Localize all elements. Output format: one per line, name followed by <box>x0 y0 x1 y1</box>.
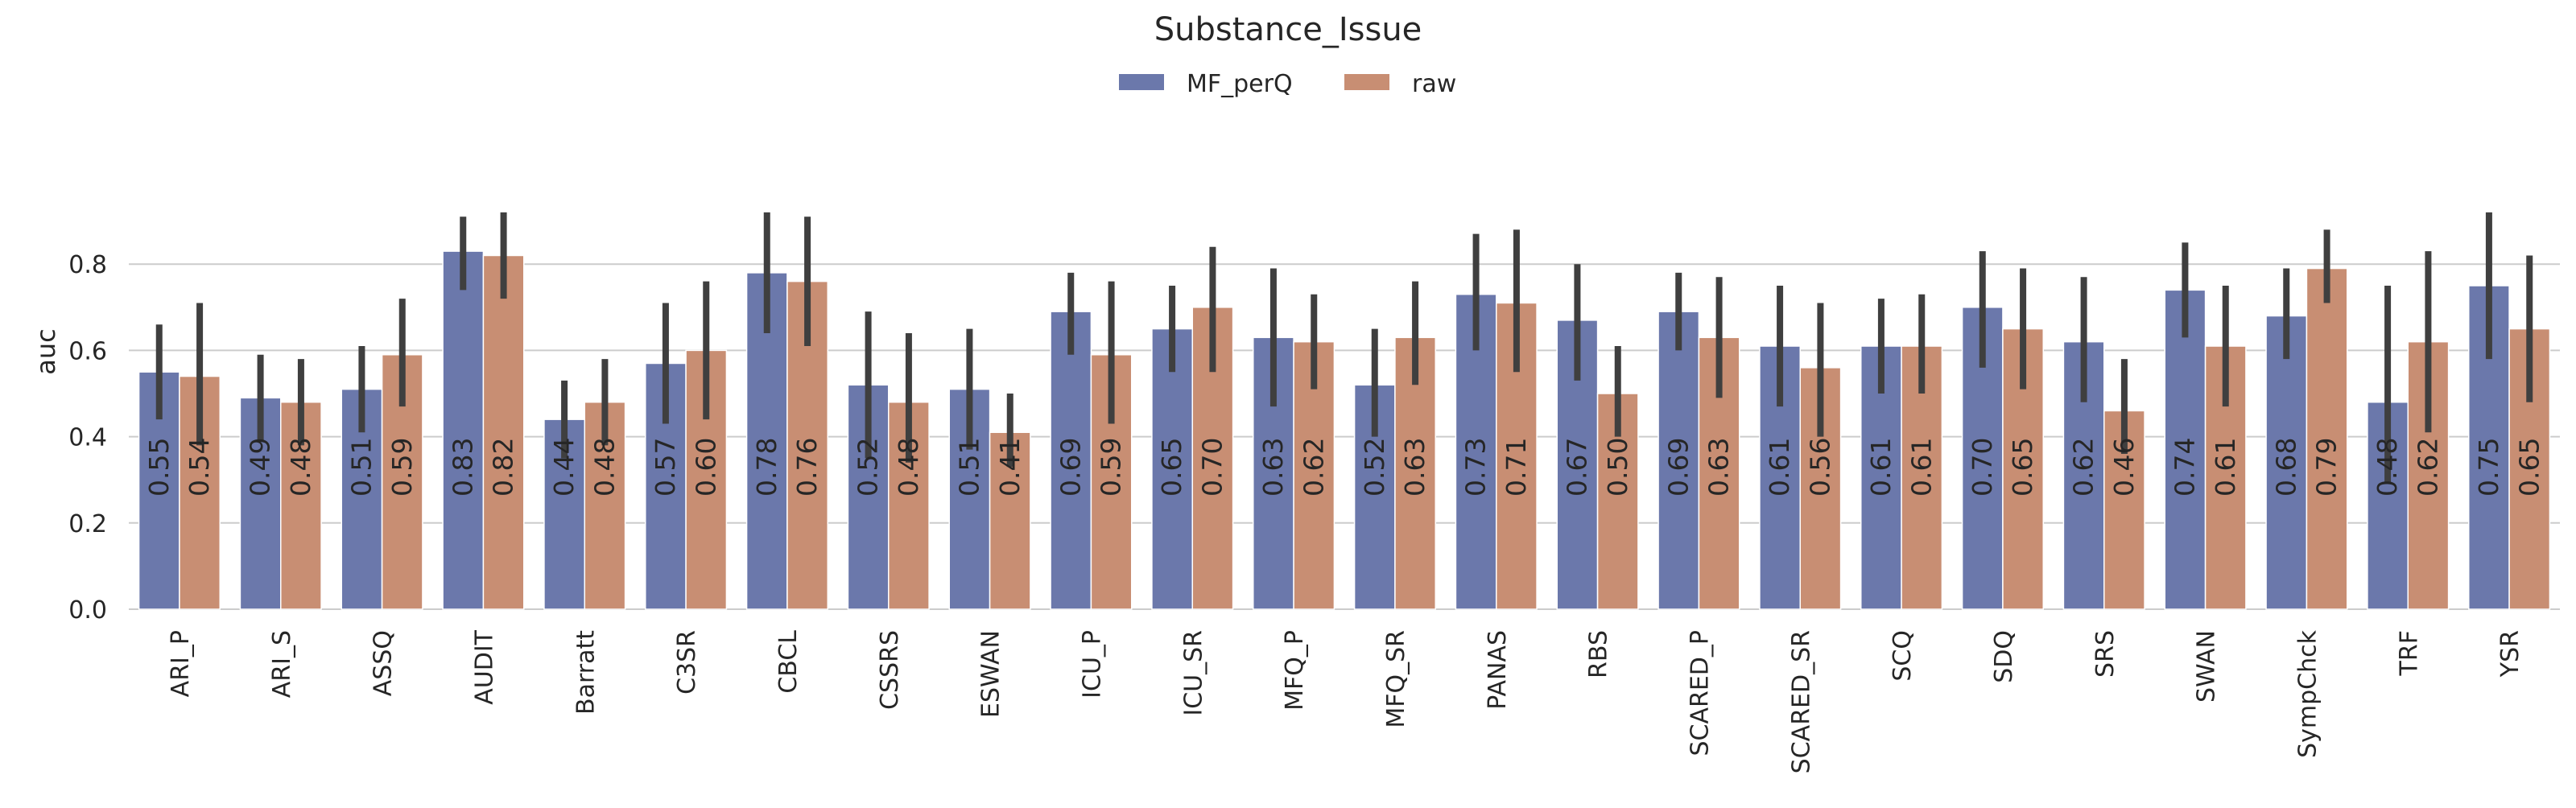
bar-value-label: 0.70 <box>1196 438 1228 497</box>
bar-value-label: 0.71 <box>1501 438 1532 497</box>
bar-value-label: 0.48 <box>893 438 924 497</box>
bar-value-label: 0.69 <box>1055 438 1086 497</box>
x-tick-label: AUDIT <box>470 629 498 704</box>
bar-mf-perq-icu-p <box>1050 311 1092 610</box>
x-tick-label: CSSRS <box>876 630 904 710</box>
legend: MF_perQ raw <box>1119 70 1456 98</box>
bar-value-label: 0.48 <box>285 438 316 497</box>
bar-value-label: 0.73 <box>1460 438 1492 497</box>
bar-value-label: 0.55 <box>143 438 175 497</box>
bar-value-label: 0.62 <box>2412 438 2443 497</box>
bar-value-labels: 0.55 0.54 0.49 0.48 0.51 0.59 0.83 0.82 0.44 0.48… <box>143 438 2545 497</box>
x-tick-label: RBS <box>1585 630 1613 678</box>
bar-value-label: 0.68 <box>2270 438 2301 497</box>
x-tick-label: ASSQ <box>369 630 398 696</box>
bar-value-label: 0.67 <box>1561 438 1592 497</box>
x-tick-label: ARI_S <box>268 630 296 698</box>
x-tick-label: PANAS <box>1484 630 1512 710</box>
x-axis-ticks: ARI_P ARI_S ASSQ AUDIT Barratt C3SR CBCL CSSRS E… <box>167 629 2524 773</box>
y-tick-label: 0.6 <box>68 337 107 365</box>
bar-value-label: 0.44 <box>548 438 580 497</box>
x-tick-label: ESWAN <box>977 630 1005 718</box>
y-tick-label: 0.2 <box>68 510 107 538</box>
bar-value-label: 0.83 <box>447 438 478 497</box>
bar-value-label: 0.65 <box>2007 438 2038 497</box>
bar-value-label: 0.69 <box>1662 438 1694 497</box>
bar-value-label: 0.60 <box>690 438 721 497</box>
bar-raw-ari-p <box>179 375 221 610</box>
x-tick-label: Barratt <box>572 630 600 715</box>
bar-value-label: 0.50 <box>1602 438 1633 497</box>
bar-value-label: 0.54 <box>184 438 215 497</box>
bar-value-label: 0.78 <box>751 438 782 497</box>
legend-swatch-mf-perq <box>1119 74 1164 90</box>
bar-value-label: 0.62 <box>1298 438 1329 497</box>
bar-value-label: 0.52 <box>852 438 884 497</box>
x-tick-label: SRS <box>2091 630 2120 678</box>
y-tick-label: 0.4 <box>68 424 107 452</box>
bar-value-label: 0.61 <box>2210 438 2241 497</box>
bar-value-label: 0.52 <box>1359 438 1390 497</box>
y-tick-label: 0.8 <box>68 251 107 279</box>
bar-value-label: 0.70 <box>1967 438 1998 497</box>
x-tick-label: ARI_P <box>167 630 195 697</box>
bar-value-label: 0.48 <box>2372 438 2403 497</box>
bar-value-label: 0.65 <box>1156 438 1187 497</box>
legend-label-raw: raw <box>1412 70 1456 98</box>
bar-raw-audit <box>482 254 525 610</box>
x-tick-label: ICU_P <box>1078 630 1106 699</box>
grid-layer <box>129 263 2560 610</box>
x-tick-label: SWAN <box>2193 630 2221 703</box>
error-bars <box>155 212 2533 484</box>
bar-value-label: 0.79 <box>2311 438 2343 497</box>
bar-value-label: 0.59 <box>1096 438 1127 497</box>
bar-value-label: 0.63 <box>1703 438 1735 497</box>
x-tick-label: MFQ_P <box>1281 630 1309 711</box>
bar-value-label: 0.74 <box>2169 438 2200 497</box>
bar-value-label: 0.51 <box>953 438 985 497</box>
x-tick-label: YSR <box>2496 630 2524 678</box>
bar-value-label: 0.63 <box>1257 438 1289 497</box>
bar-value-label: 0.76 <box>791 438 823 497</box>
bar-value-label: 0.63 <box>1399 438 1430 497</box>
bar-value-label: 0.61 <box>1905 438 1937 497</box>
bar-value-label: 0.82 <box>488 438 519 497</box>
y-tick-label: 0.0 <box>68 596 107 625</box>
x-tick-label: CBCL <box>774 630 803 694</box>
bar-value-label: 0.46 <box>2108 438 2140 497</box>
legend-label-mf-perq: MF_perQ <box>1187 70 1293 98</box>
bar-mf-perq-audit <box>442 250 485 610</box>
x-tick-label: SCQ <box>1889 630 1917 682</box>
bar-value-label: 0.61 <box>1764 438 1795 497</box>
bar-value-label: 0.62 <box>2068 438 2099 497</box>
chart-title: Substance_Issue <box>1154 11 1422 48</box>
bar-value-label: 0.48 <box>588 438 620 497</box>
x-tick-label: MFQ_SR <box>1382 630 1410 728</box>
bar-value-label: 0.75 <box>2473 438 2504 497</box>
legend-swatch-raw <box>1344 74 1389 90</box>
bar-value-label: 0.41 <box>994 438 1026 497</box>
bar-value-label: 0.51 <box>345 438 377 497</box>
x-tick-label: SDQ <box>1990 630 2018 683</box>
x-tick-label: ICU_SR <box>1179 630 1208 716</box>
x-tick-label: SympChck <box>2293 629 2322 758</box>
y-axis-label: auc <box>31 328 61 374</box>
bar-value-label: 0.57 <box>650 438 681 497</box>
x-tick-label: SCARED_SR <box>1787 630 1815 773</box>
bar-value-label: 0.56 <box>1804 438 1835 497</box>
bar-value-label: 0.61 <box>1865 438 1897 497</box>
x-tick-label: SCARED_P <box>1686 630 1714 756</box>
x-tick-label: TRF <box>2395 630 2423 676</box>
bar-value-label: 0.65 <box>2513 438 2545 497</box>
bar-mf-perq-icu-sr <box>1151 328 1193 610</box>
bar-value-label: 0.59 <box>386 438 418 497</box>
x-tick-label: C3SR <box>673 630 701 695</box>
bar-value-label: 0.49 <box>245 438 276 497</box>
y-axis-ticks: 0.0 0.2 0.4 0.6 0.8 <box>68 251 107 625</box>
